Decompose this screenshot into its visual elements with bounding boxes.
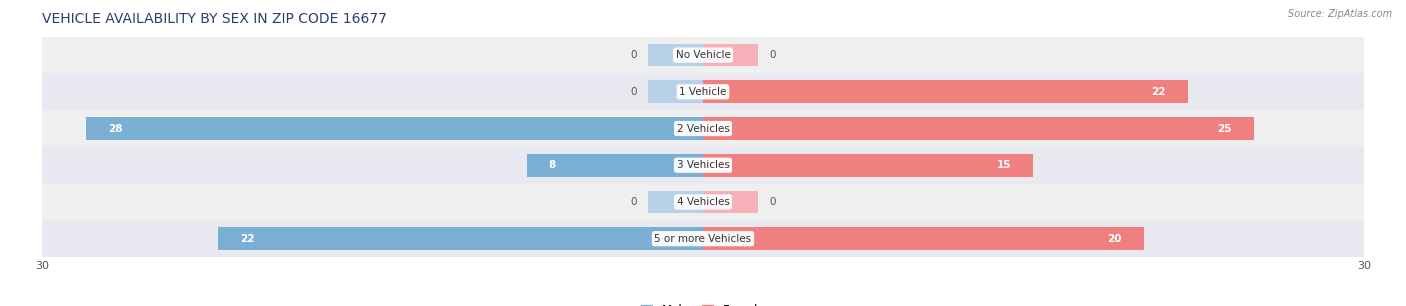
Text: 25: 25 — [1218, 124, 1232, 133]
Bar — [42, 220, 1364, 257]
Text: Source: ZipAtlas.com: Source: ZipAtlas.com — [1288, 9, 1392, 19]
Bar — [648, 80, 703, 103]
Bar — [703, 80, 1188, 103]
Text: 5 or more Vehicles: 5 or more Vehicles — [654, 234, 752, 244]
Bar — [42, 147, 1364, 184]
Text: 0: 0 — [630, 50, 637, 60]
Text: VEHICLE AVAILABILITY BY SEX IN ZIP CODE 16677: VEHICLE AVAILABILITY BY SEX IN ZIP CODE … — [42, 12, 387, 26]
Bar — [42, 37, 1364, 73]
Text: No Vehicle: No Vehicle — [675, 50, 731, 60]
Text: 1 Vehicle: 1 Vehicle — [679, 87, 727, 97]
Text: 20: 20 — [1107, 234, 1122, 244]
Text: 15: 15 — [997, 160, 1011, 170]
Bar — [703, 227, 1143, 250]
Bar — [86, 117, 703, 140]
Text: 8: 8 — [548, 160, 555, 170]
Text: 28: 28 — [108, 124, 122, 133]
Text: 22: 22 — [1152, 87, 1166, 97]
Text: 0: 0 — [630, 87, 637, 97]
Bar — [648, 44, 703, 66]
Bar — [703, 117, 1254, 140]
Bar — [648, 191, 703, 213]
Text: 3 Vehicles: 3 Vehicles — [676, 160, 730, 170]
Text: 0: 0 — [769, 50, 776, 60]
Bar — [527, 154, 703, 177]
Bar — [703, 154, 1033, 177]
Text: 0: 0 — [769, 197, 776, 207]
Legend: Male, Female: Male, Female — [636, 299, 770, 306]
Bar — [703, 191, 758, 213]
Bar — [218, 227, 703, 250]
Bar — [703, 44, 758, 66]
Text: 2 Vehicles: 2 Vehicles — [676, 124, 730, 133]
Bar — [42, 184, 1364, 220]
Text: 22: 22 — [240, 234, 254, 244]
Bar — [42, 73, 1364, 110]
Text: 0: 0 — [630, 197, 637, 207]
Bar — [42, 110, 1364, 147]
Text: 4 Vehicles: 4 Vehicles — [676, 197, 730, 207]
